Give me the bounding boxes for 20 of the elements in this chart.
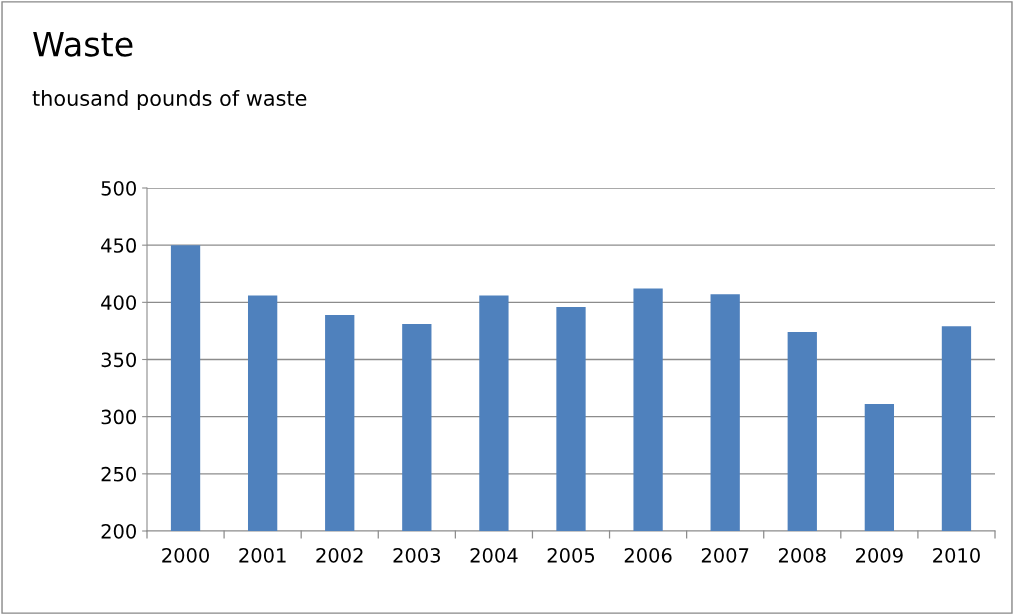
- chart-subtitle: thousand pounds of waste: [32, 89, 307, 111]
- x-tick-label: 2003: [393, 548, 440, 563]
- x-tick-label: 2009: [856, 548, 903, 563]
- y-tick-label: 200: [101, 523, 136, 539]
- x-tick-label: 2001: [239, 548, 286, 563]
- y-tick-label: 400: [101, 295, 136, 310]
- x-tick-label: 2010: [933, 548, 980, 563]
- x-tick-label: 2004: [470, 548, 518, 563]
- x-tick-label: 2007: [701, 548, 749, 563]
- y-tick-label: 300: [101, 409, 136, 425]
- y-tick-label: 350: [101, 352, 136, 368]
- x-tick-label: 2008: [778, 548, 826, 563]
- x-tick-label: 2002: [316, 548, 363, 563]
- x-tick-label: 2005: [547, 548, 595, 563]
- chart-title: Waste: [33, 31, 133, 57]
- y-tick-label: 250: [101, 466, 136, 482]
- y-tick-label: 450: [101, 238, 136, 253]
- y-tick-label: 500: [101, 180, 136, 196]
- x-tick-label: 2000: [162, 548, 209, 563]
- x-tick-label: 2006: [624, 548, 672, 563]
